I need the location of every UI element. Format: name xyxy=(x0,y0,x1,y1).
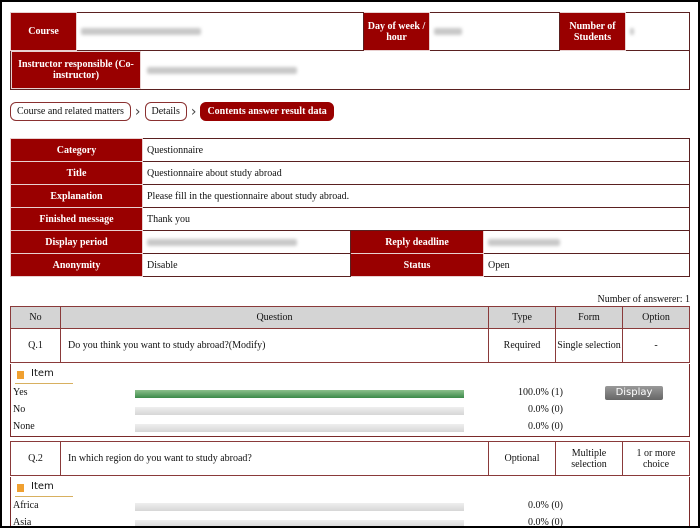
result-percent: 0.0% (0) xyxy=(528,500,563,511)
column-header-form: Form xyxy=(555,306,623,329)
category-value: Questionnaire xyxy=(142,138,690,162)
answerer-count: Number of answerer: 1 xyxy=(597,294,690,305)
instructor-value xyxy=(141,51,297,89)
reply-deadline-label: Reply deadline xyxy=(350,230,484,254)
question-option: - xyxy=(622,328,690,363)
finished-label: Finished message xyxy=(10,207,143,231)
display-period-value xyxy=(142,230,351,254)
item-heading: Item xyxy=(15,368,73,384)
finished-value: Thank you xyxy=(142,207,690,231)
result-label: Yes xyxy=(13,387,28,398)
students-value xyxy=(625,12,690,51)
display-button[interactable]: Display xyxy=(605,386,663,400)
question-form: Single selection xyxy=(555,328,623,363)
result-row: Yes 100.0% (1) xyxy=(13,385,683,401)
result-percent: 0.0% (0) xyxy=(528,517,563,526)
question-text: Do you think you want to study abroad?(M… xyxy=(60,328,489,363)
result-label: Africa xyxy=(13,500,39,511)
result-bar xyxy=(135,503,464,511)
result-bar xyxy=(135,407,464,415)
question-type: Optional xyxy=(488,441,556,476)
column-header-question: Question xyxy=(60,306,489,329)
item-heading: Item xyxy=(15,481,73,497)
course-value xyxy=(76,12,364,51)
result-row: Asia 0.0% (0) xyxy=(13,515,683,526)
breadcrumb-details[interactable]: Details xyxy=(144,102,187,121)
item-label: Item xyxy=(31,481,54,492)
explanation-value: Please fill in the questionnaire about s… xyxy=(142,184,690,208)
result-bar xyxy=(135,520,464,526)
result-label: None xyxy=(13,421,35,432)
result-label: Asia xyxy=(13,517,32,526)
question-no: Q.2 xyxy=(10,441,61,476)
reply-deadline-value xyxy=(483,230,690,254)
column-header-type: Type xyxy=(488,306,556,329)
item-label: Item xyxy=(31,368,54,379)
course-info-table: Course Day of week / hour Number of Stud… xyxy=(10,12,690,90)
instructor-label: Instructor responsible (Co-instructor) xyxy=(11,51,141,89)
result-row: Africa 0.0% (0) xyxy=(13,498,683,514)
display-period-label: Display period xyxy=(10,230,143,254)
question-row: Q.2 In which region do you want to study… xyxy=(10,441,690,476)
title-label: Title xyxy=(10,161,143,185)
result-bar-fill xyxy=(135,390,464,398)
students-label: Number of Students xyxy=(559,12,626,51)
chevron-right-icon: › xyxy=(190,103,197,120)
day-label: Day of week / hour xyxy=(363,12,430,51)
day-value xyxy=(429,12,560,51)
status-value: Open xyxy=(483,253,690,277)
column-header-no: No xyxy=(10,306,61,329)
title-value: Questionnaire about study abroad xyxy=(142,161,690,185)
questionnaire-info-table: Category Questionnaire Title Questionnaire… xyxy=(10,138,690,277)
result-row: None 0.0% (0) xyxy=(13,419,683,435)
item-results: Item Yes 100.0% (1) No 0.0% (0) None 0.0… xyxy=(10,364,690,437)
result-percent: 0.0% (0) xyxy=(528,421,563,432)
item-square-icon xyxy=(17,484,24,492)
result-label: No xyxy=(13,404,26,415)
question-row: Q.1 Do you think you want to study abroa… xyxy=(10,328,690,363)
chevron-right-icon: › xyxy=(134,103,141,120)
anonymity-label: Anonymity xyxy=(10,253,143,277)
question-type: Required xyxy=(488,328,556,363)
anonymity-value: Disable xyxy=(142,253,351,277)
result-row: No 0.0% (0) xyxy=(13,402,683,418)
question-no: Q.1 xyxy=(10,328,61,363)
result-bar xyxy=(135,424,464,432)
column-header-option: Option xyxy=(622,306,690,329)
result-bar xyxy=(135,390,464,398)
breadcrumb: Course and related matters › Details › C… xyxy=(10,102,334,121)
category-label: Category xyxy=(10,138,143,162)
question-option: 1 or more choice xyxy=(622,441,690,476)
question-form: Multiple selection xyxy=(555,441,623,476)
status-label: Status xyxy=(350,253,484,277)
explanation-label: Explanation xyxy=(10,184,143,208)
question-text: In which region do you want to study abr… xyxy=(60,441,489,476)
question-table: Q.2 In which region do you want to study… xyxy=(10,441,690,476)
item-results: Item Africa 0.0% (0) Asia 0.0% (0) xyxy=(10,477,690,526)
result-percent: 0.0% (0) xyxy=(528,404,563,415)
breadcrumb-current: Contents answer result data xyxy=(200,102,334,121)
result-percent: 100.0% (1) xyxy=(518,387,563,398)
course-label: Course xyxy=(10,12,77,51)
breadcrumb-course[interactable]: Course and related matters xyxy=(10,102,131,121)
question-table: No Question Type Form Option Q.1 Do you thin… xyxy=(10,306,690,363)
item-square-icon xyxy=(17,371,24,379)
